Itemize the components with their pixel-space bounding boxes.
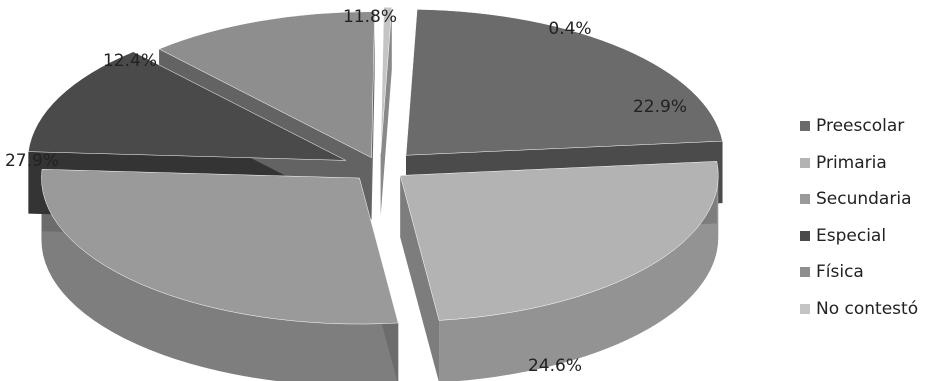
legend: Preescolar Primaria Secundaria Especial Físi… [800, 114, 935, 333]
pie-slice-f-sica [158, 11, 375, 159]
pie-chart: 22.9% 24.6% 27.9% 12.4% 11.8% 0.4% [5, 7, 723, 381]
pie-cut-face [400, 175, 440, 381]
legend-swatch [800, 303, 810, 314]
pie-slice-especial [28, 51, 346, 161]
pie-cut-face [371, 11, 375, 220]
pie-slice-no-contest- [380, 7, 393, 154]
legend-item: Especial [800, 224, 935, 248]
legend-label: No contestó [816, 298, 919, 319]
legend-label: Física [816, 262, 864, 282]
legend-label: Preescolar [816, 116, 905, 136]
slice-value-label: 24.6% [528, 356, 582, 376]
legend-item: Preescolar [800, 114, 935, 138]
legend-item: Primaria [800, 151, 935, 175]
legend-swatch [800, 267, 810, 277]
legend-label: Especial [816, 225, 887, 246]
pie-slice-preescolar [405, 9, 723, 156]
legend-swatch [800, 121, 810, 131]
legend-swatch [800, 157, 810, 168]
legend-item: Física [800, 260, 935, 284]
slice-value-label: 12.4% [103, 51, 157, 71]
pie-slice-primaria [399, 161, 719, 321]
legend-label: Secundaria [816, 189, 912, 209]
slice-value-label: 22.9% [633, 97, 687, 117]
legend-item: Secundaria [800, 187, 935, 211]
pie-slice-secundaria [41, 169, 399, 325]
slice-value-label: 27.9% [5, 151, 59, 171]
legend-label: Primaria [816, 152, 887, 173]
pie-labels: 22.9% 24.6% 27.9% 12.4% 11.8% 0.4% [5, 7, 687, 376]
legend-swatch [800, 194, 810, 204]
legend-swatch [800, 230, 810, 241]
pie-wall [41, 178, 399, 381]
slice-value-label: 0.4% [548, 19, 591, 39]
pie-wall [439, 175, 719, 381]
slice-value-label: 11.8% [343, 7, 397, 27]
legend-item: No contestó [800, 297, 935, 321]
pie-cut-face [380, 7, 392, 216]
pie-tops [28, 7, 723, 325]
